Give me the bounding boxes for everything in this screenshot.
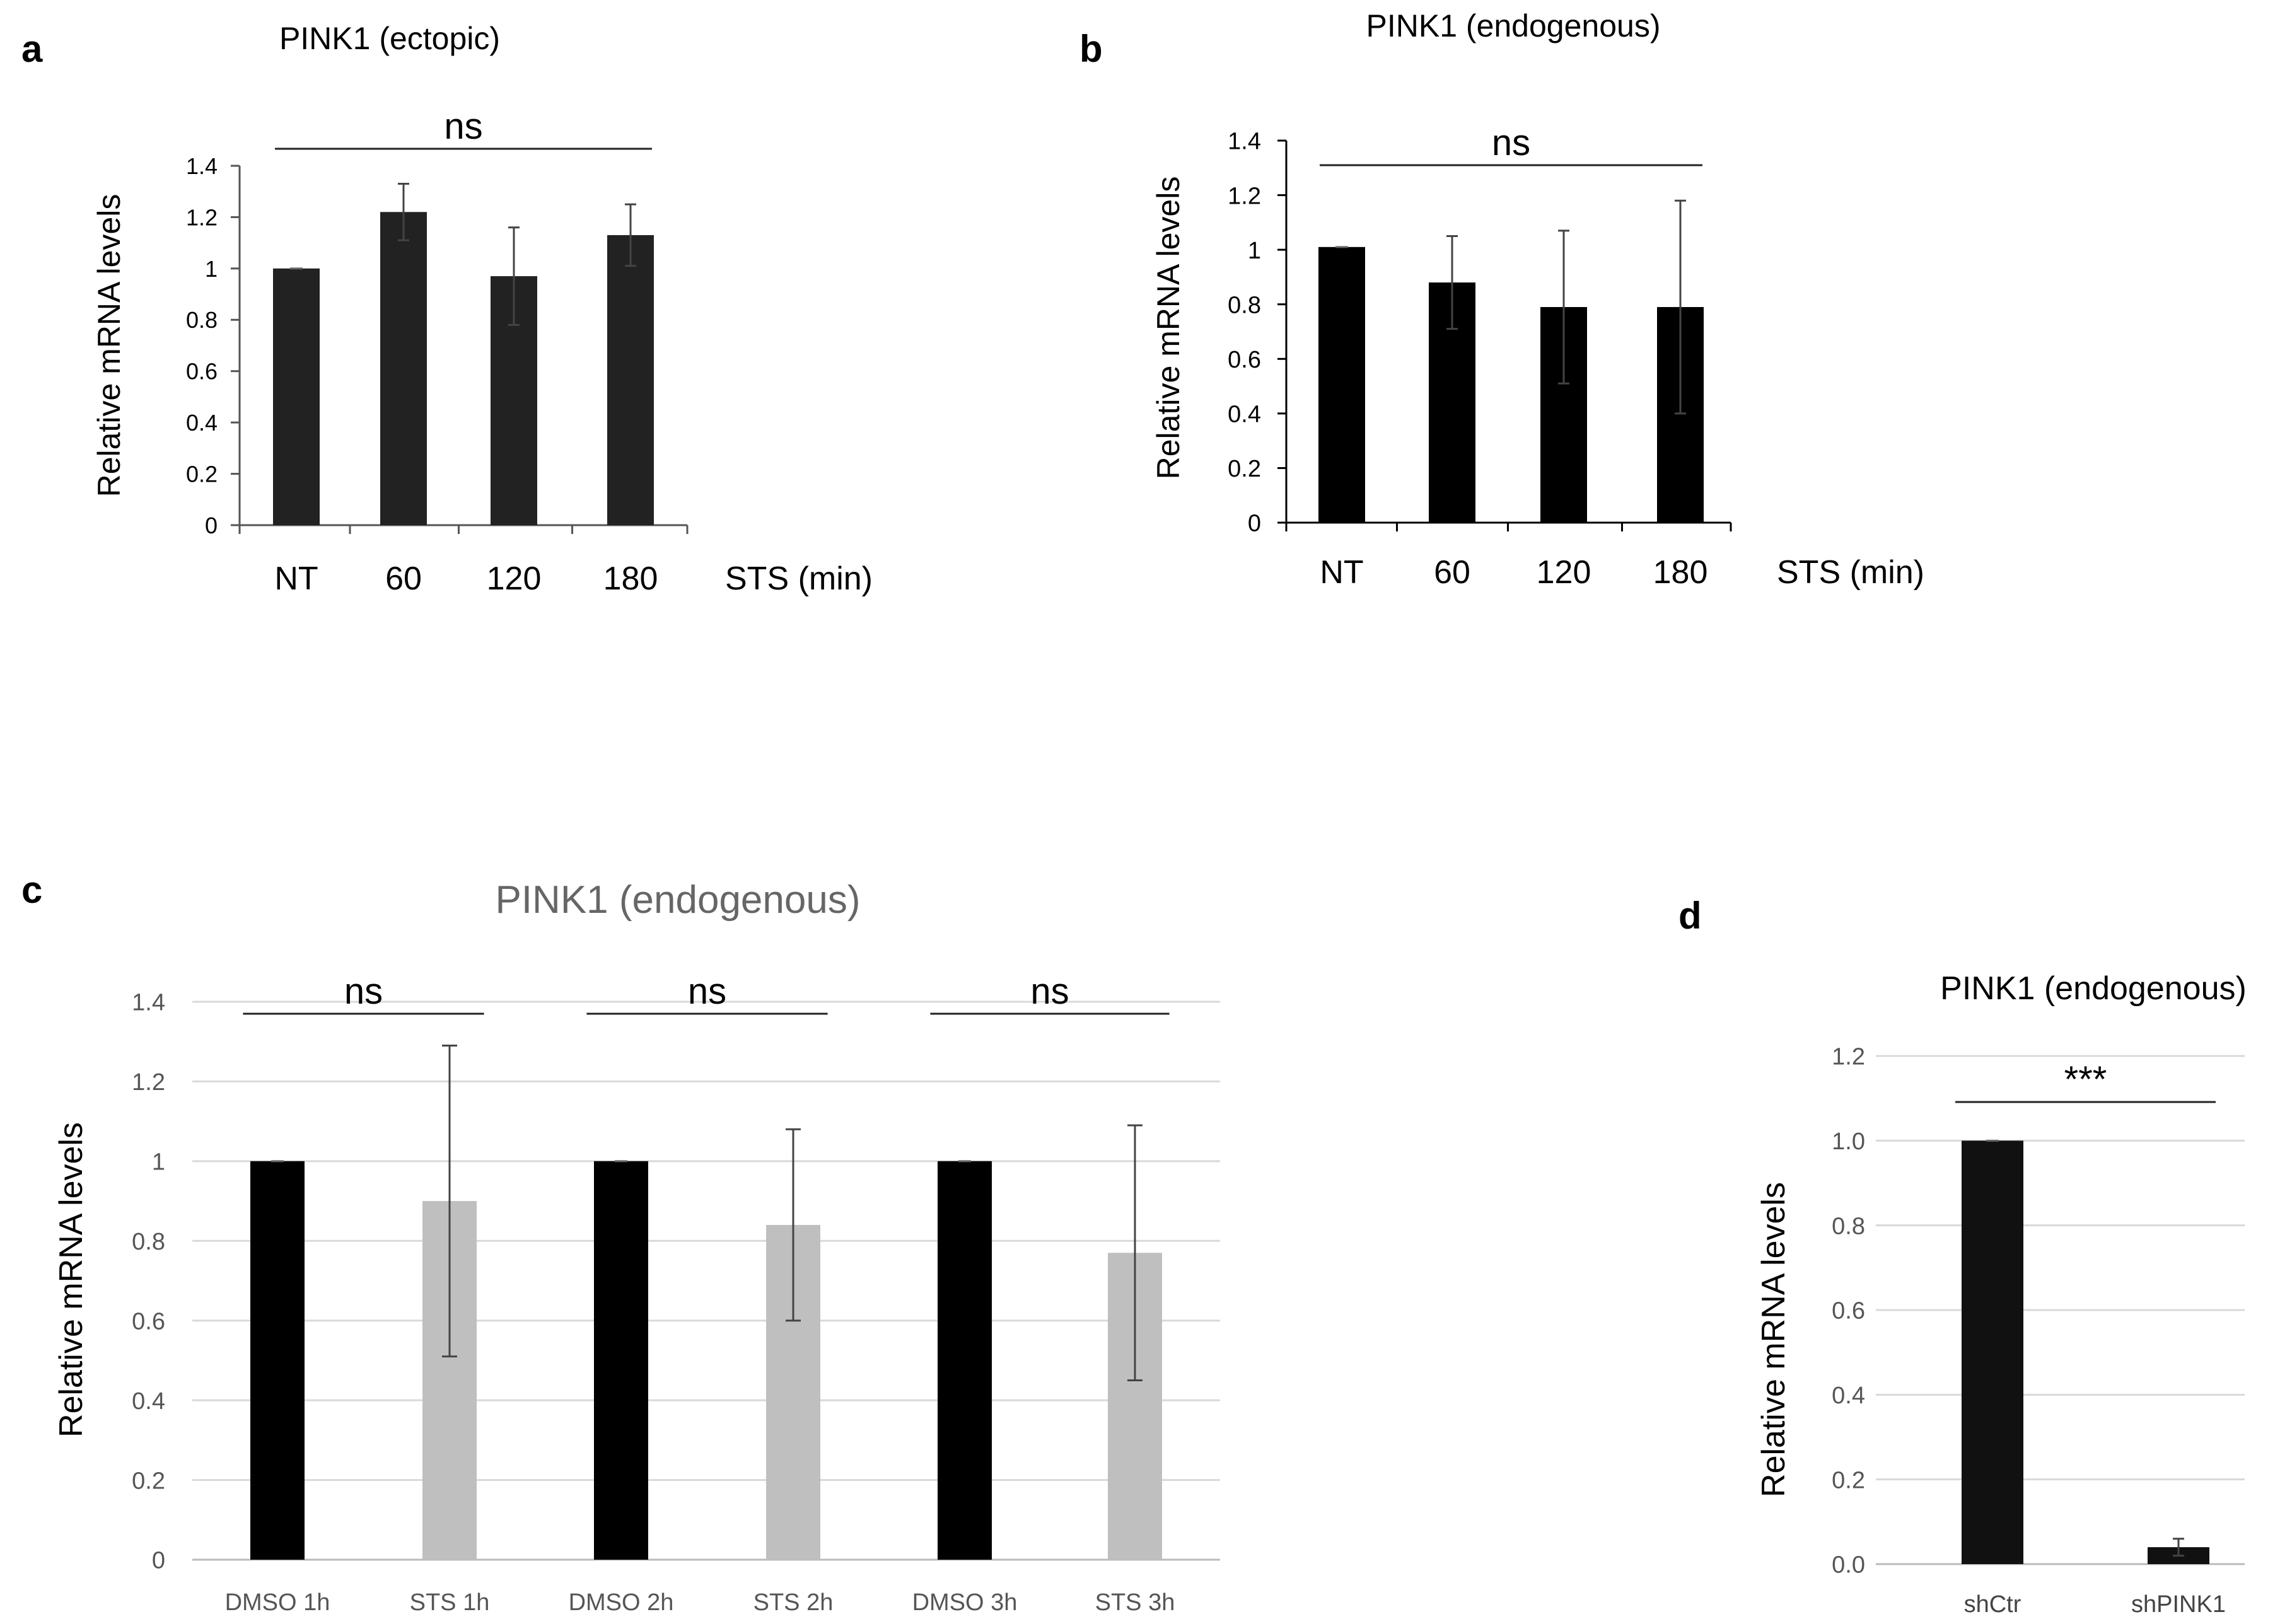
significance-label: ns: [344, 971, 383, 1012]
y-tick-label: 0.8: [132, 1229, 165, 1255]
y-tick-label: 1.2: [1228, 183, 1261, 209]
y-tick-label: 1: [1248, 238, 1261, 264]
significance-label: ns: [1030, 971, 1069, 1012]
y-tick-label: 0.2: [132, 1468, 165, 1494]
chart-title: PINK1 (ectopic): [279, 21, 500, 56]
y-tick-label: 0: [152, 1548, 165, 1574]
y-tick-label: 1.4: [1228, 129, 1261, 155]
chart-panel-a: PINK1 (ectopic) 0 0.2 0.4 0.6 0.8 1 1.2 1.4 NT 60 1…: [91, 21, 873, 597]
x-axis-title: STS (min): [1777, 554, 1924, 591]
x-tick-label: 120: [1537, 554, 1591, 591]
chart-title: PINK1 (endogenous): [1940, 970, 2247, 1007]
chart-title: PINK1 (endogenous): [1366, 8, 1661, 44]
y-tick-label: 1.2: [1832, 1044, 1865, 1070]
bar-DMSO 1h: [250, 1161, 305, 1560]
x-tick-label: NT: [274, 560, 318, 597]
x-tick-label: DMSO 3h: [912, 1589, 1018, 1616]
x-tick-label: STS 1h: [410, 1589, 490, 1616]
y-tick-label: 0.4: [1832, 1383, 1865, 1409]
x-tick-label: NT: [1320, 554, 1363, 591]
x-tick-label: 60: [1434, 554, 1470, 591]
bar-DMSO 3h: [938, 1161, 992, 1560]
y-tick-label: 1: [152, 1149, 165, 1176]
y-tick-label: 0: [1248, 511, 1261, 537]
y-axis-title: Relative mRNA levels: [1151, 177, 1186, 480]
y-axis-title: Relative mRNA levels: [53, 1122, 90, 1437]
y-tick-label: 0: [205, 513, 218, 538]
chart-panel-d: PINK1 (endogenous) 0.0 0.2 0.4 0.6 0.8 1.0 1.2 s…: [1755, 970, 2247, 1618]
y-tick-label: 0.4: [132, 1388, 165, 1415]
x-tick-label: shCtr: [1964, 1591, 2021, 1618]
y-tick-label: 0.4: [186, 410, 218, 436]
y-tick-label: 0.6: [186, 359, 218, 385]
x-tick-label: DMSO 2h: [569, 1589, 674, 1616]
y-tick-label: 0.6: [1228, 347, 1261, 373]
panel-label-c: c: [21, 869, 42, 911]
panel-label-d: d: [1678, 895, 1702, 937]
y-tick-label: 0.4: [1228, 402, 1261, 428]
x-tick-label: STS 3h: [1095, 1589, 1175, 1616]
bar-NT: [1318, 246, 1365, 523]
y-tick-label: 0.6: [1832, 1298, 1865, 1325]
chart-panel-c: PINK1 (endogenous) 0 0.2 0.4 0.6 0.8 1 1.2 1.4 DM…: [53, 878, 1220, 1616]
x-axis-title: STS (min): [725, 560, 873, 597]
significance-label: ns: [1492, 122, 1530, 163]
significance-label: ns: [444, 106, 482, 147]
y-tick-label: 0.8: [186, 307, 218, 333]
y-tick-label: 1.4: [132, 990, 165, 1016]
x-tick-label: 180: [603, 560, 658, 597]
y-axis-title: Relative mRNA levels: [91, 194, 127, 497]
significance-label: ***: [2064, 1059, 2107, 1100]
x-tick-label: 120: [487, 560, 542, 597]
chart-title: PINK1 (endogenous): [495, 878, 860, 922]
x-tick-label: 180: [1653, 554, 1708, 591]
y-tick-label: 1: [205, 256, 218, 282]
bar-NT: [273, 268, 320, 525]
bar-DMSO 2h: [594, 1161, 648, 1560]
y-tick-label: 0.2: [1832, 1467, 1865, 1494]
y-tick-label: 1.2: [186, 204, 218, 230]
panel-label-a: a: [21, 28, 43, 70]
bar-180: [607, 235, 654, 525]
y-tick-label: 0.6: [132, 1308, 165, 1335]
y-tick-label: 0.8: [1832, 1213, 1865, 1239]
y-axis-title: Relative mRNA levels: [1755, 1182, 1792, 1497]
y-tick-label: 0.2: [1228, 456, 1261, 482]
chart-panel-b: PINK1 (endogenous) 0 0.2 0.4 0.6 0.8 1 1.2 1.4 NT…: [1151, 8, 1924, 591]
x-tick-label: shPINK1: [2131, 1591, 2226, 1618]
y-tick-label: 0.2: [186, 461, 218, 487]
x-tick-label: 60: [385, 560, 422, 597]
x-tick-label: STS 2h: [753, 1589, 834, 1616]
significance-label: ns: [688, 971, 726, 1012]
y-tick-label: 0.8: [1228, 292, 1261, 318]
y-tick-label: 1.0: [1832, 1128, 1865, 1155]
y-tick-label: 0.0: [1832, 1552, 1865, 1579]
panel-label-b: b: [1079, 28, 1103, 70]
bar-shCtr: [1962, 1140, 2023, 1564]
bar-60: [380, 212, 427, 525]
y-tick-label: 1.2: [132, 1069, 165, 1096]
x-tick-label: DMSO 1h: [225, 1589, 330, 1616]
y-tick-label: 1.4: [186, 153, 218, 179]
